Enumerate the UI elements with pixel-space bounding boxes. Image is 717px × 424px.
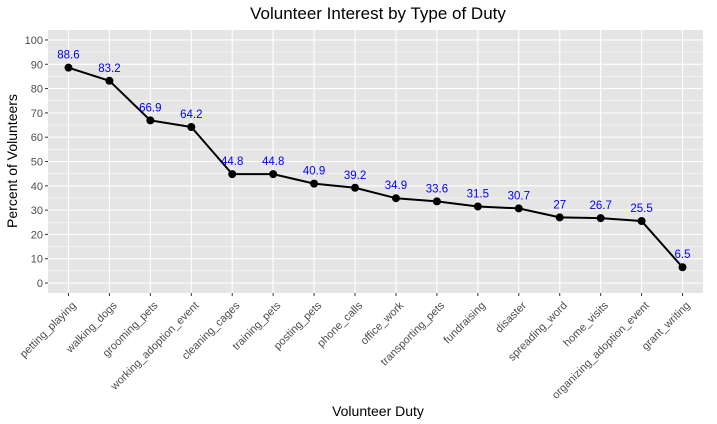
data-label: 83.2 [98, 63, 120, 75]
data-point [228, 170, 237, 179]
data-points [64, 63, 687, 272]
data-label: 26.7 [589, 200, 611, 212]
data-point [310, 179, 319, 188]
data-label: 6.5 [675, 249, 691, 261]
data-label: 27 [553, 199, 566, 211]
y-tick-label: 0 [37, 278, 43, 290]
data-point [637, 217, 646, 226]
y-tick-label: 70 [31, 108, 43, 120]
data-point [391, 194, 400, 203]
chart-title: Volunteer Interest by Type of Duty [250, 4, 506, 23]
y-tick-label: 90 [31, 59, 43, 71]
x-axis-title: Volunteer Duty [332, 403, 424, 419]
y-axis-title: Percent of Volunteers [4, 94, 20, 228]
y-tick-label: 100 [25, 35, 43, 47]
data-label: 30.7 [508, 190, 530, 202]
data-point [514, 204, 523, 213]
y-tick-label: 60 [31, 132, 43, 144]
y-tick-label: 50 [31, 157, 43, 169]
grid-lines [48, 30, 703, 293]
data-label: 88.6 [57, 50, 79, 62]
data-point [187, 122, 196, 131]
y-tick-label: 80 [31, 84, 43, 96]
y-tick-label: 20 [31, 229, 43, 241]
data-point [105, 76, 114, 85]
data-label: 40.9 [303, 166, 325, 178]
y-tick-label: 30 [31, 205, 43, 217]
data-point [64, 63, 73, 72]
data-point [269, 170, 278, 179]
data-label: 39.2 [344, 170, 366, 182]
data-label: 34.9 [385, 180, 407, 192]
data-label: 44.8 [262, 156, 284, 168]
data-label: 25.5 [630, 203, 652, 215]
data-point [351, 183, 360, 192]
y-tick-label: 40 [31, 181, 43, 193]
data-point [146, 116, 155, 125]
y-axis: 0 10 20 30 40 50 60 70 80 90 100 [25, 35, 48, 290]
data-point [596, 214, 605, 223]
y-tick-label: 10 [31, 254, 43, 266]
data-point [473, 202, 482, 211]
data-point [555, 213, 564, 222]
data-label: 64.2 [180, 109, 202, 121]
data-labels: 88.6 83.2 66.9 64.2 44.8 44.8 40.9 39.2 34.9 33.6… [57, 50, 690, 262]
series-line [68, 66, 684, 268]
x-tick-label: disaster [493, 300, 529, 336]
data-label: 44.8 [221, 156, 243, 168]
data-label: 33.6 [426, 183, 448, 195]
x-axis: petting_playingwalking_dogsgrooming_pets… [18, 293, 693, 402]
data-point [678, 263, 687, 272]
data-label: 31.5 [467, 188, 489, 200]
series-line-group [68, 66, 684, 268]
x-tick-label: fundraising [442, 300, 489, 347]
data-point [432, 197, 441, 206]
data-label: 66.9 [139, 102, 161, 114]
